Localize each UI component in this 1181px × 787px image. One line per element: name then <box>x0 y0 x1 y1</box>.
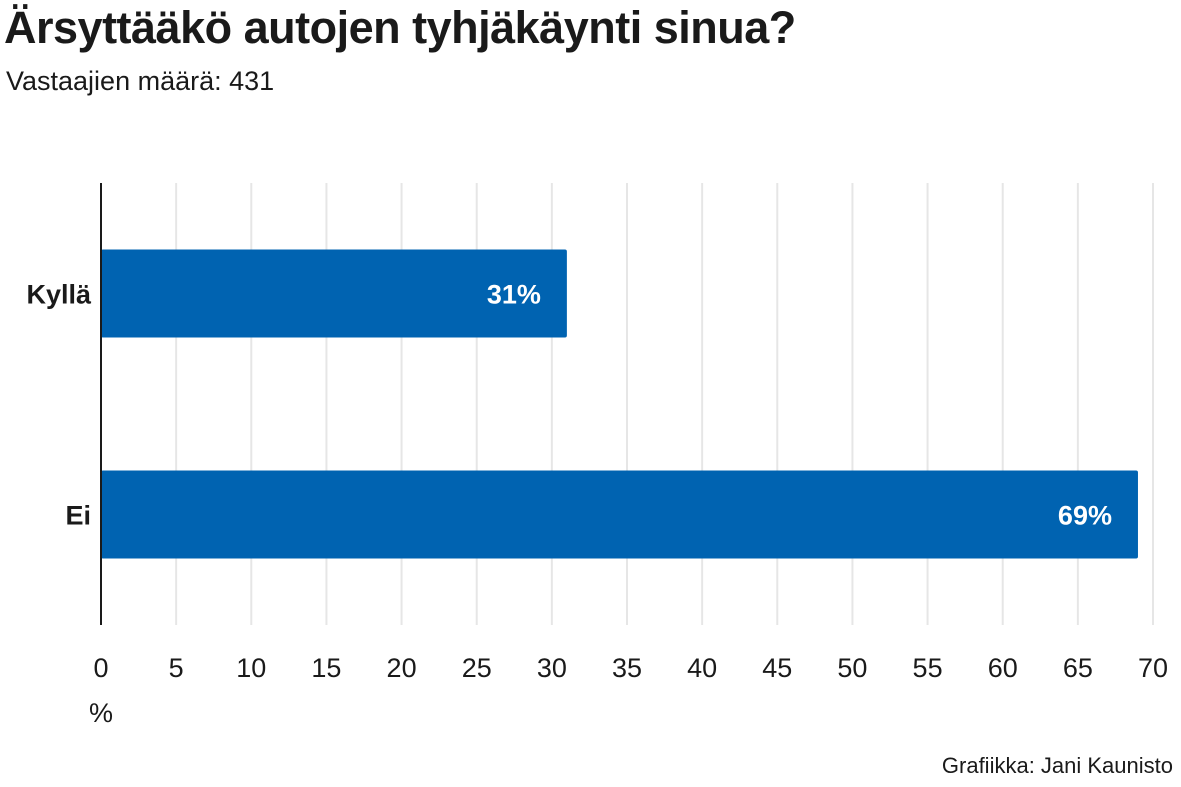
x-tick-label-20: 20 <box>387 653 417 683</box>
gridlines <box>175 183 1154 625</box>
chart-subtitle: Vastaajien määrä: 431 <box>6 66 275 96</box>
x-tick-label-25: 25 <box>462 653 492 683</box>
x-axis-unit-label: % <box>89 698 113 728</box>
x-tick-label-60: 60 <box>988 653 1018 683</box>
bar-value-label-kyllä: 31% <box>487 280 541 310</box>
labels: 0 5 10 15 20 25 30 35 40 45 50 55 60 65 70% 31% Kyllä 69%… <box>26 280 1168 729</box>
x-tick-label-30: 30 <box>537 653 567 683</box>
bar-ei <box>101 470 1138 559</box>
category-label-ei: Ei <box>65 501 91 531</box>
x-tick-label-40: 40 <box>687 653 717 683</box>
x-tick-label-55: 55 <box>913 653 943 683</box>
x-tick-label-10: 10 <box>236 653 266 683</box>
x-tick-label-0: 0 <box>93 653 108 683</box>
x-tick-label-45: 45 <box>762 653 792 683</box>
x-tick-label-35: 35 <box>612 653 642 683</box>
graphic-credit: Grafiikka: Jani Kaunisto <box>941 752 1173 778</box>
x-tick-label-70: 70 <box>1138 653 1168 683</box>
bars <box>101 249 1138 559</box>
bar-value-label-ei: 69% <box>1058 501 1112 531</box>
category-label-kyllä: Kyllä <box>26 280 92 310</box>
x-tick-label-15: 15 <box>311 653 341 683</box>
chart-title: Ärsyttääkö autojen tyhjäkäynti sinua? <box>4 2 796 53</box>
x-tick-label-50: 50 <box>837 653 867 683</box>
x-tick-label-65: 65 <box>1063 653 1093 683</box>
bar-kyllä <box>101 249 567 338</box>
x-tick-label-5: 5 <box>169 653 184 683</box>
